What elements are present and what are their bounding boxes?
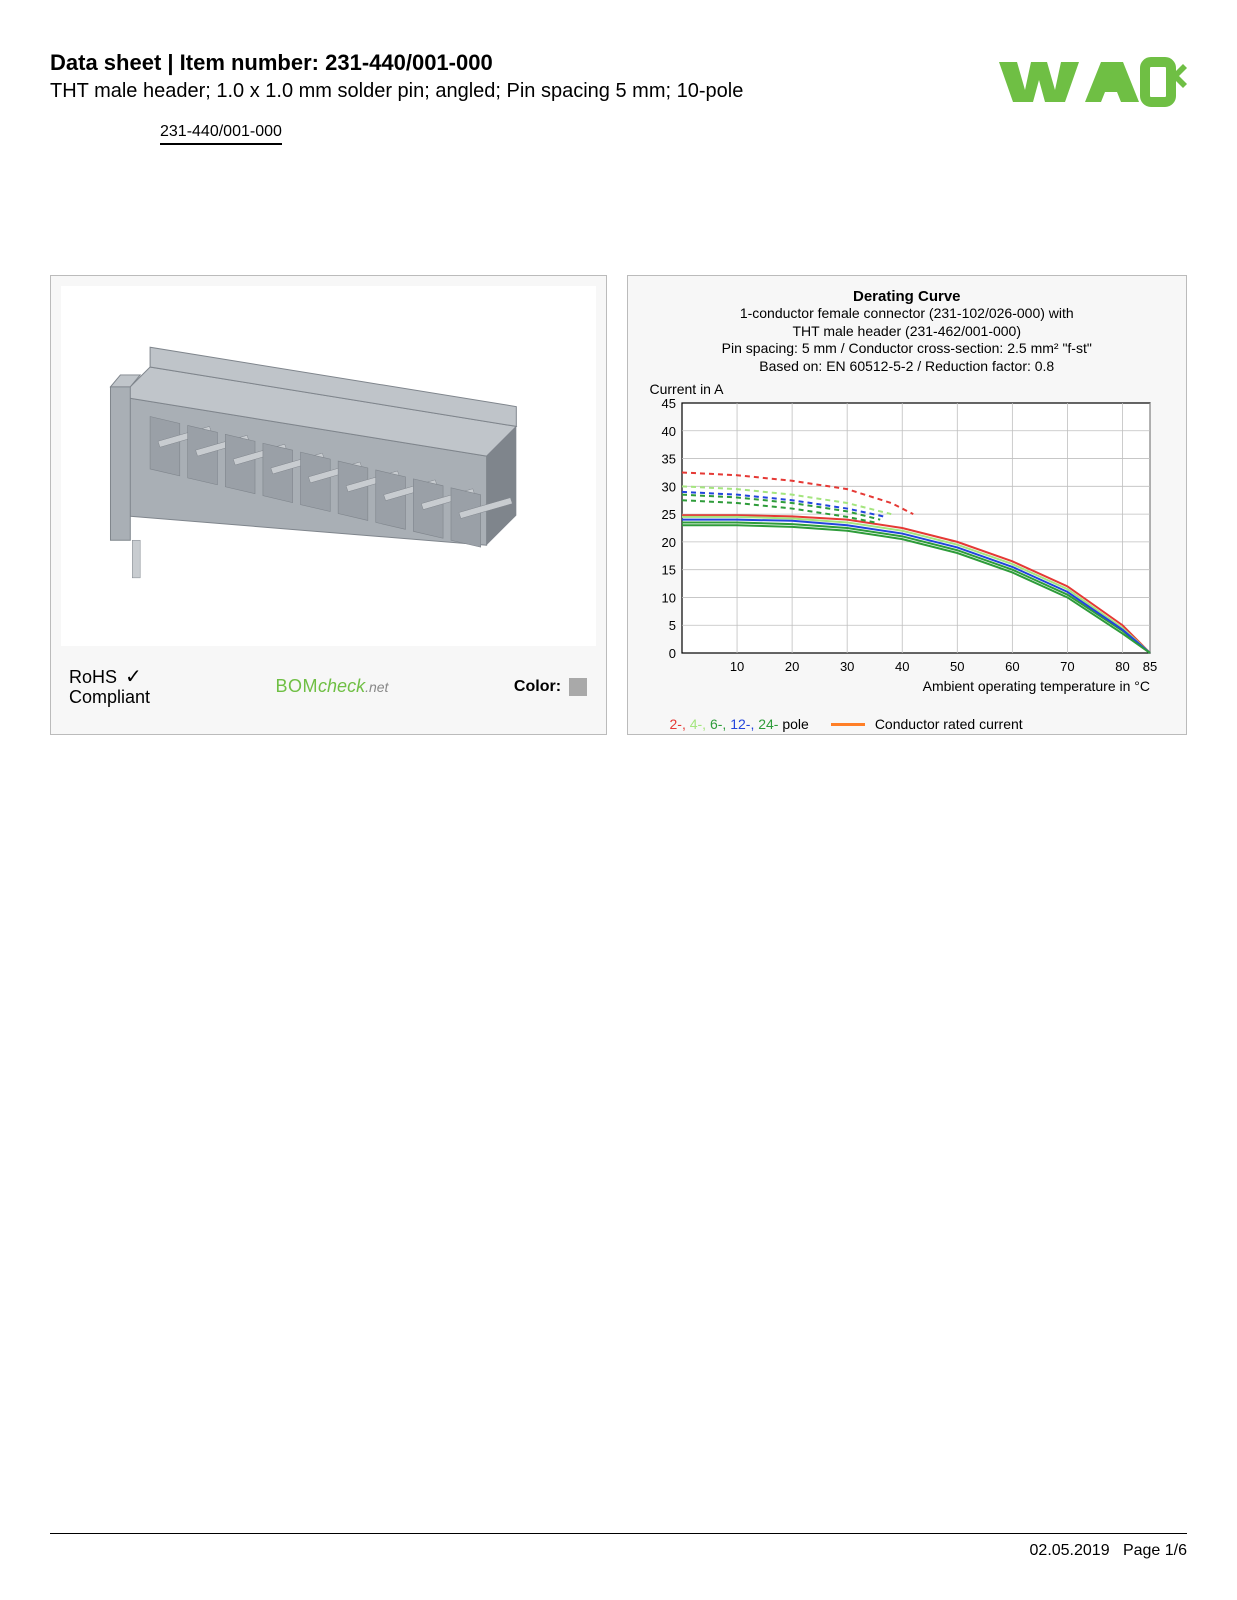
footer: 02.05.2019 Page 1/6 [50,1533,1187,1560]
title-item-number: 231-440/001-000 [325,50,493,75]
svg-text:45: 45 [661,399,675,411]
footer-page: Page 1/6 [1123,1542,1187,1559]
pole-legend-seg: 12-, [730,716,758,732]
svg-text:10: 10 [661,590,675,605]
product-panel: RoHS ✓ Compliant BOMcheck.net Color: [50,275,607,735]
rohs-badge: RoHS ✓ Compliant [69,666,150,708]
bomcheck-b1: BOM [276,676,319,696]
color-swatch [569,678,587,696]
chart-sub4: Based on: EN 60512-5-2 / Reduction facto… [640,358,1175,376]
color-indicator: Color: [514,678,588,696]
rated-current-label: Conductor rated current [875,716,1023,732]
svg-text:20: 20 [661,535,675,550]
badge-row: RoHS ✓ Compliant BOMcheck.net Color: [61,666,596,708]
svg-text:70: 70 [1060,659,1074,674]
svg-text:60: 60 [1005,659,1019,674]
header: Data sheet | Item number: 231-440/001-00… [50,50,1187,145]
svg-text:15: 15 [661,563,675,578]
chart-title: Derating Curve [640,288,1175,305]
y-axis-title: Current in A [650,381,1175,397]
panels-row: RoHS ✓ Compliant BOMcheck.net Color: Dera… [50,275,1187,735]
bomcheck-b2: check [318,676,365,696]
page-title: Data sheet | Item number: 231-440/001-00… [50,50,997,76]
title-prefix: Data sheet | Item number: [50,50,325,75]
rated-current-line-icon [831,723,865,726]
check-icon: ✓ [125,666,142,688]
pole-legend-seg: 2-, [670,716,690,732]
pole-legend-seg: 4-, [690,716,710,732]
svg-text:50: 50 [950,659,964,674]
pole-legend-seg: 6-, [710,716,730,732]
page-subtitle: THT male header; 1.0 x 1.0 mm solder pin… [50,80,997,103]
svg-text:40: 40 [661,424,675,439]
chart-sub3: Pin spacing: 5 mm / Conductor cross-sect… [640,340,1175,358]
header-text: Data sheet | Item number: 231-440/001-00… [50,50,997,145]
wago-logo [997,50,1187,110]
chart-area: Current in A 0 5 10 15 20 25 30 35 40 45 10 20 30 40 5… [640,381,1175,704]
rohs-text: RoHS [69,667,117,687]
svg-text:30: 30 [661,479,675,494]
svg-text:10: 10 [729,659,743,674]
svg-text:80: 80 [1115,659,1129,674]
pole-legend-seg: pole [782,716,808,732]
svg-text:Ambient operating temperature: Ambient operating temperature in °C [922,678,1149,694]
svg-text:35: 35 [661,452,675,467]
derating-chart: 0 5 10 15 20 25 30 35 40 45 10 20 30 40 50 60 70 80 85 Ambi… [640,399,1160,699]
svg-text:25: 25 [661,507,675,522]
svg-text:40: 40 [895,659,909,674]
rohs-compliant: Compliant [69,687,150,707]
footer-date: 02.05.2019 [1030,1542,1110,1559]
chart-panel: Derating Curve 1-conductor female connec… [627,275,1188,735]
chart-sub2: THT male header (231-462/001-000) [640,323,1175,341]
svg-text:5: 5 [668,618,675,633]
bomcheck-b3: .net [365,679,388,695]
svg-text:0: 0 [668,646,675,661]
svg-text:30: 30 [839,659,853,674]
color-label: Color: [514,678,561,695]
svg-text:20: 20 [784,659,798,674]
part-tag: 231-440/001-000 [160,123,282,145]
pole-legend-seg: 24- [758,716,782,732]
product-image [61,286,596,646]
bomcheck-badge: BOMcheck.net [276,676,389,697]
svg-text:85: 85 [1142,659,1156,674]
chart-legend: 2-, 4-, 6-, 12-, 24- pole Conductor rate… [640,716,1175,732]
chart-sub1: 1-conductor female connector (231-102/02… [640,305,1175,323]
pole-legend: 2-, 4-, 6-, 12-, 24- pole [670,716,809,732]
